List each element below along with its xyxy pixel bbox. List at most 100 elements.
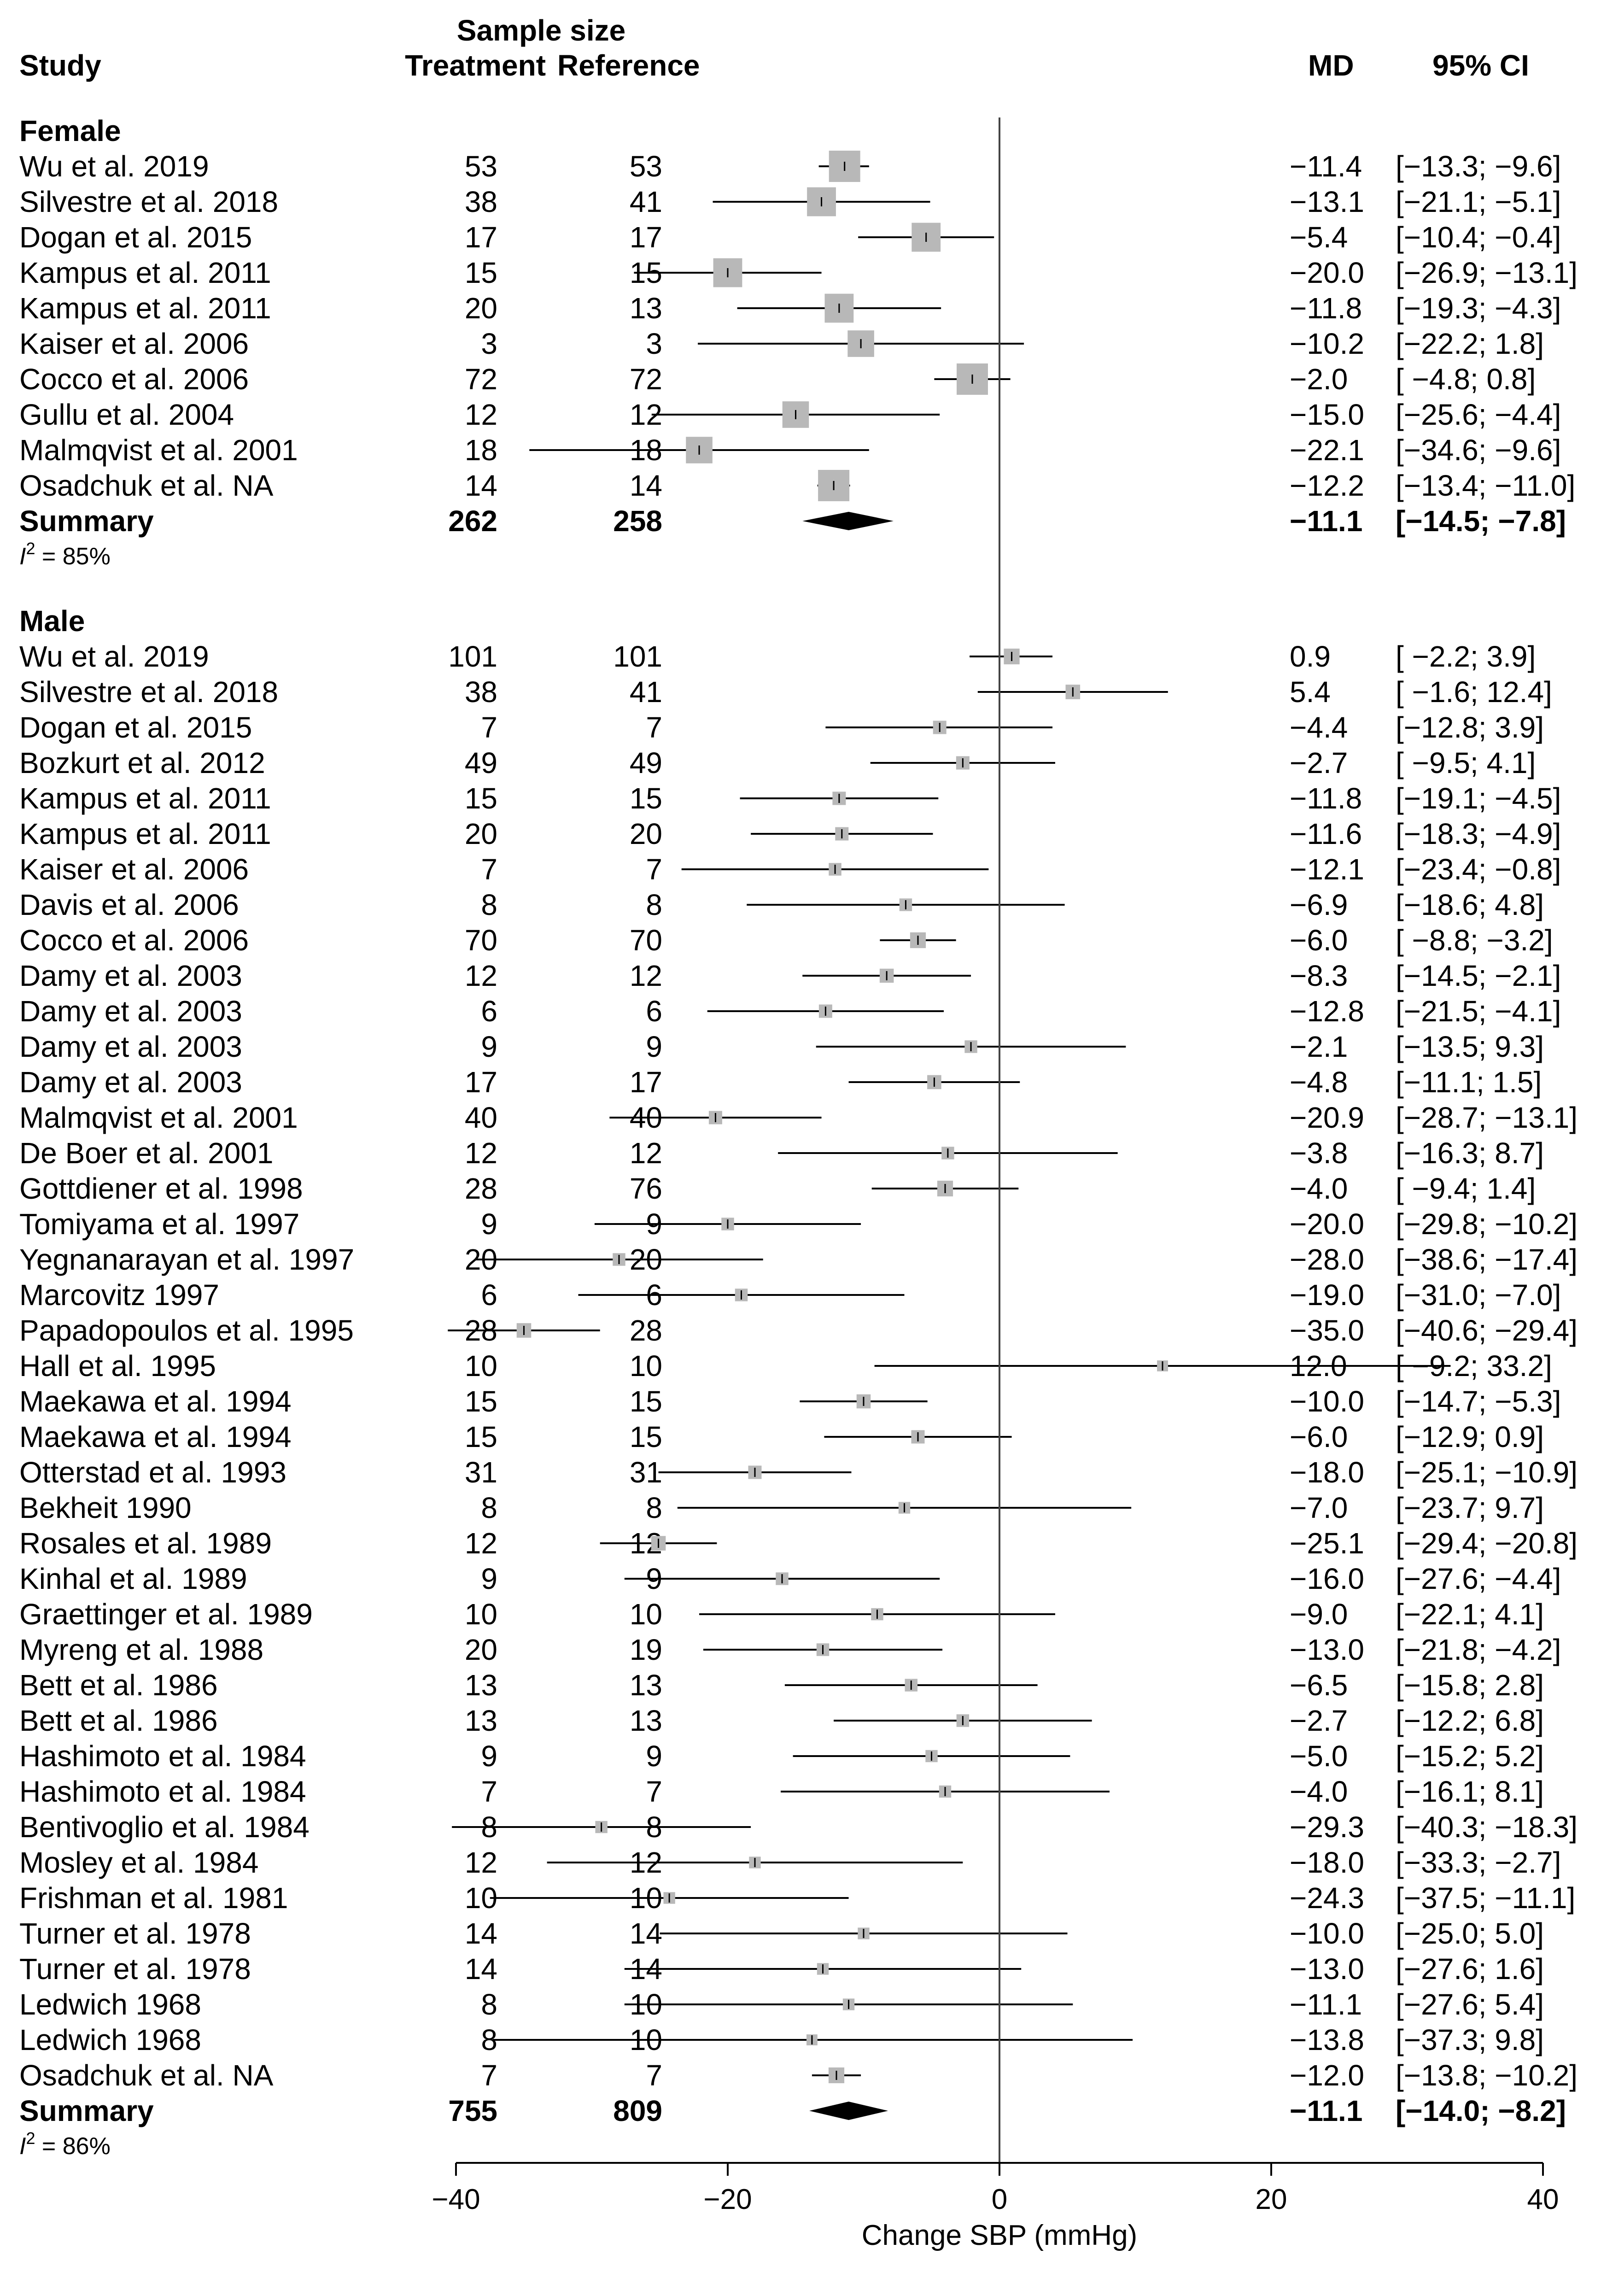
treatment-n: 14 xyxy=(465,469,497,502)
md-value: −12.2 xyxy=(1290,469,1364,502)
study-row: Rosales et al. 1989 12 12 −25.1 [−29.4; −20.… xyxy=(19,1527,1578,1560)
study-name: Gottdiener et al. 1998 xyxy=(19,1172,303,1205)
md-value: −19.0 xyxy=(1290,1278,1364,1312)
treatment-n: 7 xyxy=(481,2059,497,2092)
treatment-n: 14 xyxy=(465,1952,497,1986)
md-value: −4.0 xyxy=(1290,1172,1348,1205)
study-name: Kaiser et al. 2006 xyxy=(19,327,249,360)
study-name: Damy et al. 2003 xyxy=(19,1066,242,1099)
reference-n: 10 xyxy=(630,1349,662,1382)
ci-value: [−22.2; 1.8] xyxy=(1396,327,1544,360)
treatment-n: 20 xyxy=(465,817,497,850)
reference-n: 8 xyxy=(646,888,662,921)
treatment-n: 15 xyxy=(465,1385,497,1418)
reference-n: 41 xyxy=(630,185,662,218)
study-row: Turner et al. 1978 14 14 −13.0 [−27.6; 1.6] xyxy=(19,1952,1544,1986)
study-name: Wu et al. 2019 xyxy=(19,640,209,673)
study-name: Cocco et al. 2006 xyxy=(19,924,249,957)
ci-value: [−13.4; −11.0] xyxy=(1396,469,1575,502)
reference-n: 3 xyxy=(646,327,662,360)
ci-value: [−23.7; 9.7] xyxy=(1396,1491,1544,1524)
study-name: Tomiyama et al. 1997 xyxy=(19,1207,299,1241)
study-name: Rosales et al. 1989 xyxy=(19,1527,272,1560)
ci-value: [−25.0; 5.0] xyxy=(1396,1917,1544,1950)
md-value: −18.0 xyxy=(1290,1456,1364,1489)
x-tick-label: 0 xyxy=(992,2184,1007,2215)
ci-value: [−21.1; −5.1] xyxy=(1396,185,1561,218)
treatment-n: 49 xyxy=(465,746,497,779)
ci-value: [−14.7; −5.3] xyxy=(1396,1385,1561,1418)
study-row: Myreng et al. 1988 20 19 −13.0 [−21.8; −4.2] xyxy=(19,1633,1561,1666)
md-value: −16.0 xyxy=(1290,1562,1364,1595)
study-name: Ledwich 1968 xyxy=(19,2023,201,2056)
treatment-n: 72 xyxy=(465,363,497,396)
reference-n: 14 xyxy=(630,469,662,502)
treatment-n: 7 xyxy=(481,1775,497,1808)
study-row: Dogan et al. 2015 7 7 −4.4 [−12.8; 3.9] xyxy=(19,711,1544,744)
header-md: MD xyxy=(1308,49,1354,82)
study-name: Hall et al. 1995 xyxy=(19,1349,216,1382)
treatment-n: 12 xyxy=(465,1136,497,1170)
ci-value: [−37.3; 9.8] xyxy=(1396,2023,1544,2056)
ci-value: [ −9.4; 1.4] xyxy=(1396,1172,1536,1205)
treatment-n: 31 xyxy=(465,1456,497,1489)
summary-treatment-n: 755 xyxy=(448,2094,497,2127)
treatment-n: 14 xyxy=(465,1917,497,1950)
treatment-n: 15 xyxy=(465,782,497,815)
md-value: −4.8 xyxy=(1290,1066,1348,1099)
reference-n: 53 xyxy=(630,150,662,183)
ci-value: [−27.6; 5.4] xyxy=(1396,1988,1544,2021)
treatment-n: 12 xyxy=(465,1527,497,1560)
study-name: Hashimoto et al. 1984 xyxy=(19,1740,306,1773)
md-value: −13.0 xyxy=(1290,1633,1364,1666)
ci-value: [−27.6; −4.4] xyxy=(1396,1562,1561,1595)
reference-n: 17 xyxy=(630,1066,662,1099)
treatment-n: 13 xyxy=(465,1669,497,1702)
reference-n: 7 xyxy=(646,711,662,744)
summary-label: Summary xyxy=(19,504,154,538)
study-name: Dogan et al. 2015 xyxy=(19,221,252,254)
treatment-n: 7 xyxy=(481,853,497,886)
header-treatment: Treatment xyxy=(405,49,546,82)
treatment-n: 38 xyxy=(465,675,497,709)
treatment-n: 53 xyxy=(465,150,497,183)
treatment-n: 20 xyxy=(465,1633,497,1666)
md-value: −4.4 xyxy=(1290,711,1348,744)
summary-row: Summary 262 258 −11.1 [−14.5; −7.8] xyxy=(19,504,1566,538)
study-row: Gullu et al. 2004 12 12 −15.0 [−25.6; −4.4] xyxy=(19,398,1561,431)
ci-value: [−19.1; −4.5] xyxy=(1396,782,1561,815)
summary-ci: [−14.5; −7.8] xyxy=(1396,504,1566,538)
treatment-n: 17 xyxy=(465,221,497,254)
treatment-n: 15 xyxy=(465,1420,497,1453)
ci-value: [−18.6; 4.8] xyxy=(1396,888,1544,921)
reference-n: 14 xyxy=(630,1917,662,1950)
ci-value: [−19.3; −4.3] xyxy=(1396,292,1561,325)
reference-n: 49 xyxy=(630,746,662,779)
md-value: 5.4 xyxy=(1290,675,1331,709)
study-row: Marcovitz 1997 6 6 −19.0 [−31.0; −7.0] xyxy=(19,1278,1561,1312)
ci-value: [−21.5; −4.1] xyxy=(1396,995,1561,1028)
treatment-n: 12 xyxy=(465,1846,497,1879)
study-name: Bett et al. 1986 xyxy=(19,1704,218,1737)
study-row: Ledwich 1968 8 10 −13.8 [−37.3; 9.8] xyxy=(19,2023,1544,2056)
treatment-n: 8 xyxy=(481,1491,497,1524)
ci-value: [−29.8; −10.2] xyxy=(1396,1207,1578,1241)
study-name: Kaiser et al. 2006 xyxy=(19,853,249,886)
summary-diamond xyxy=(809,2102,888,2120)
study-row: Osadchuk et al. NA 7 7 −12.0 [−13.8; −10.2] xyxy=(19,2059,1578,2092)
study-row: Yegnanarayan et al. 1997 20 20 −28.0 [−38.6;… xyxy=(19,1243,1578,1276)
md-value: −10.2 xyxy=(1290,327,1364,360)
study-row: Maekawa et al. 1994 15 15 −10.0 [−14.7; −5.3… xyxy=(19,1385,1561,1418)
treatment-n: 10 xyxy=(465,1598,497,1631)
ci-value: [−26.9; −13.1] xyxy=(1396,256,1578,289)
treatment-n: 101 xyxy=(448,640,497,673)
study-name: Damy et al. 2003 xyxy=(19,959,242,992)
ci-value: [−12.9; 0.9] xyxy=(1396,1420,1544,1453)
treatment-n: 9 xyxy=(481,1562,497,1595)
study-row: Hashimoto et al. 1984 7 7 −4.0 [−16.1; 8.1] xyxy=(19,1775,1544,1808)
ci-value: [−16.1; 8.1] xyxy=(1396,1775,1544,1808)
reference-n: 13 xyxy=(630,1704,662,1737)
reference-n: 15 xyxy=(630,782,662,815)
